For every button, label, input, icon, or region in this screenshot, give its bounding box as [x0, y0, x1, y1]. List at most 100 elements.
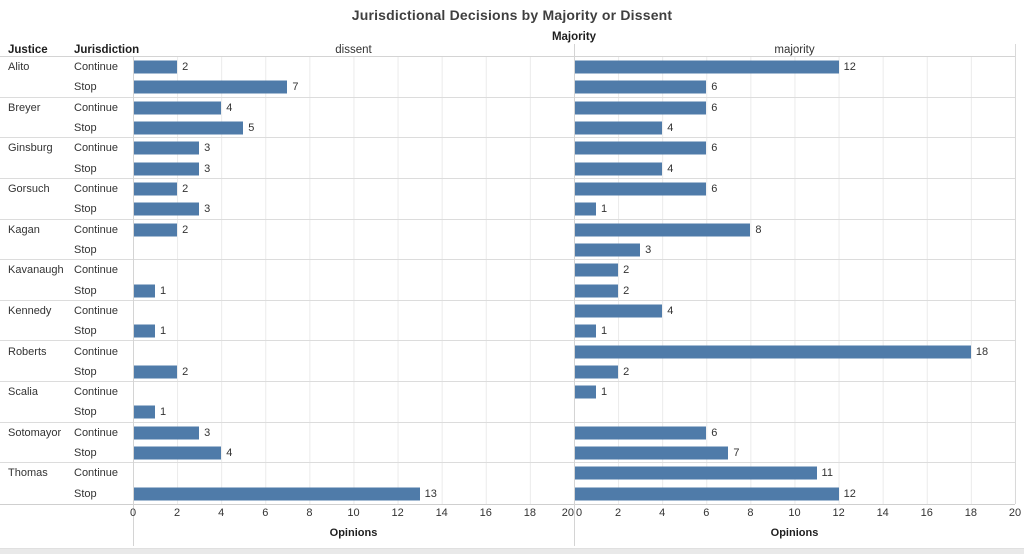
- bar-dissent[interactable]: [134, 121, 244, 135]
- jurisdiction-label[interactable]: Continue: [74, 142, 119, 155]
- justice-label[interactable]: Ginsburg: [8, 142, 53, 155]
- bar-majority[interactable]: [575, 426, 707, 440]
- bar-dissent[interactable]: [134, 365, 178, 379]
- jurisdiction-label[interactable]: Stop: [74, 406, 97, 419]
- justice-label[interactable]: [0, 443, 74, 463]
- axis-tick-label: 0: [576, 507, 583, 519]
- jurisdiction-label[interactable]: Stop: [74, 447, 97, 460]
- pane-majority: 6: [574, 422, 1015, 443]
- jurisdiction-label[interactable]: Stop: [74, 81, 97, 94]
- bar-majority[interactable]: [575, 466, 817, 480]
- bar-value-label: 4: [226, 101, 233, 114]
- bar-majority[interactable]: [575, 446, 729, 460]
- bar-majority[interactable]: [575, 324, 597, 338]
- pane-dissent: 2: [133, 219, 574, 240]
- bar-majority[interactable]: [575, 365, 619, 379]
- jurisdiction-label[interactable]: Continue: [74, 183, 119, 196]
- bar-dissent[interactable]: [134, 162, 200, 176]
- bar-majority[interactable]: [575, 223, 751, 237]
- justice-label[interactable]: Sotomayor: [8, 426, 62, 439]
- bar-majority[interactable]: [575, 487, 839, 501]
- table-row: Stop 3 1: [0, 199, 1015, 220]
- jurisdiction-label[interactable]: Continue: [74, 223, 119, 236]
- column-header-majority[interactable]: majority: [774, 44, 815, 56]
- justice-label[interactable]: [0, 362, 74, 382]
- bar-majority[interactable]: [575, 121, 663, 135]
- justice-label[interactable]: [0, 280, 74, 300]
- bar-dissent[interactable]: [134, 405, 156, 419]
- justice-label[interactable]: [0, 77, 74, 97]
- bar-majority[interactable]: [575, 345, 971, 359]
- jurisdiction-label[interactable]: Continue: [74, 61, 119, 74]
- bar-majority[interactable]: [575, 60, 839, 74]
- bar-majority[interactable]: [575, 243, 641, 257]
- bar-majority[interactable]: [575, 101, 707, 115]
- jurisdiction-label[interactable]: Continue: [74, 304, 119, 317]
- jurisdiction-label[interactable]: Stop: [74, 162, 97, 175]
- justice-label[interactable]: Kavanaugh: [8, 264, 64, 277]
- bar-dissent[interactable]: [134, 284, 156, 298]
- bar-dissent[interactable]: [134, 426, 200, 440]
- column-header-dissent[interactable]: dissent: [335, 44, 372, 56]
- bar-majority[interactable]: [575, 162, 663, 176]
- justice-label[interactable]: Breyer: [8, 101, 41, 114]
- pane-dissent: 2: [133, 361, 574, 382]
- bar-majority[interactable]: [575, 284, 619, 298]
- bar-dissent[interactable]: [134, 101, 222, 115]
- jurisdiction-label[interactable]: Continue: [74, 264, 119, 277]
- justice-label[interactable]: Alito: [8, 61, 30, 74]
- bar-dissent[interactable]: [134, 60, 178, 74]
- justice-label[interactable]: Gorsuch: [8, 183, 50, 196]
- bar-majority[interactable]: [575, 202, 597, 216]
- bar-majority[interactable]: [575, 80, 707, 94]
- bar-dissent[interactable]: [134, 446, 222, 460]
- bar-value-label: 2: [182, 183, 189, 196]
- horizontal-scrollbar-track[interactable]: [0, 548, 1024, 554]
- justice-label[interactable]: [0, 159, 74, 179]
- bar-dissent[interactable]: [134, 182, 178, 196]
- justice-label[interactable]: Scalia: [8, 386, 38, 399]
- jurisdiction-label[interactable]: Stop: [74, 284, 97, 297]
- bar-dissent[interactable]: [134, 80, 288, 94]
- bar-dissent[interactable]: [134, 223, 178, 237]
- bar-value-label: 7: [292, 81, 299, 94]
- bar-value-label: 1: [160, 325, 167, 338]
- bar-majority[interactable]: [575, 304, 663, 318]
- jurisdiction-label[interactable]: Stop: [74, 365, 97, 378]
- pane-majority: 6: [574, 77, 1015, 98]
- jurisdiction-label[interactable]: Stop: [74, 325, 97, 338]
- bar-value-label: 8: [755, 223, 762, 236]
- jurisdiction-label[interactable]: Continue: [74, 386, 119, 399]
- pane-dissent: [133, 341, 574, 362]
- jurisdiction-label[interactable]: Stop: [74, 203, 97, 216]
- bar-value-label: 2: [182, 61, 189, 74]
- justice-label[interactable]: Kagan: [8, 223, 40, 236]
- justice-label[interactable]: [0, 321, 74, 341]
- justice-label[interactable]: [0, 402, 74, 422]
- justice-label[interactable]: Roberts: [8, 345, 47, 358]
- jurisdiction-label[interactable]: Continue: [74, 426, 119, 439]
- justice-label[interactable]: Kennedy: [8, 304, 52, 317]
- bar-dissent[interactable]: [134, 141, 200, 155]
- jurisdiction-label[interactable]: Continue: [74, 345, 119, 358]
- bar-dissent[interactable]: [134, 487, 420, 501]
- pane-dissent: 3: [133, 138, 574, 159]
- jurisdiction-label[interactable]: Stop: [74, 243, 97, 256]
- bar-majority[interactable]: [575, 182, 707, 196]
- table-row: Alito Continue 2 12: [0, 57, 1015, 78]
- justice-label[interactable]: Thomas: [8, 467, 48, 480]
- bar-majority[interactable]: [575, 263, 619, 277]
- bar-value-label: 1: [601, 325, 608, 338]
- justice-label[interactable]: [0, 240, 74, 260]
- jurisdiction-label[interactable]: Stop: [74, 122, 97, 135]
- justice-label[interactable]: [0, 118, 74, 138]
- jurisdiction-label[interactable]: Continue: [74, 101, 119, 114]
- bar-dissent[interactable]: [134, 202, 200, 216]
- justice-label[interactable]: [0, 199, 74, 219]
- bar-majority[interactable]: [575, 385, 597, 399]
- jurisdiction-label[interactable]: Continue: [74, 467, 119, 480]
- justice-label[interactable]: [0, 484, 74, 504]
- bar-majority[interactable]: [575, 141, 707, 155]
- bar-dissent[interactable]: [134, 324, 156, 338]
- jurisdiction-label[interactable]: Stop: [74, 487, 97, 500]
